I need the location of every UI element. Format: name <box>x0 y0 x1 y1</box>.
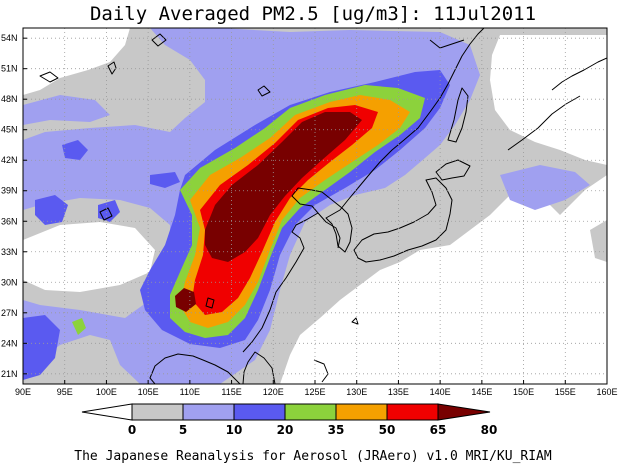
y-axis-ticks: 21N 24N 27N 30N 33N 36N 39N 42N 45N 48N 51N 54N <box>1 33 27 379</box>
colorbar-swatch <box>284 403 337 421</box>
x-tick-label: 115E <box>221 387 241 397</box>
contour-level-80 <box>175 112 362 312</box>
x-tick-label: 120E <box>263 387 284 397</box>
colorbar-swatch <box>182 403 235 421</box>
contour-level-65 <box>192 105 378 315</box>
y-tick-label: 51N <box>1 64 18 74</box>
x-tick-label: 140E <box>430 387 451 397</box>
x-tick-label: 155E <box>555 387 576 397</box>
pm25-contours <box>23 28 607 384</box>
colorbar-label: 10 <box>226 423 243 437</box>
x-tick-label: 105E <box>138 387 159 397</box>
x-tick-label: 95E <box>57 387 73 397</box>
y-tick-label: 24N <box>1 338 18 348</box>
x-tick-label: 130E <box>346 387 367 397</box>
x-tick-label: 150E <box>513 387 534 397</box>
graticule <box>23 28 607 384</box>
colorbar-swatch <box>233 403 286 421</box>
colorbar-label: 35 <box>328 423 345 437</box>
y-tick-label: 39N <box>1 186 18 196</box>
colorbar-label: 50 <box>379 423 396 437</box>
y-tick-label: 21N <box>1 369 18 379</box>
colorbar-label: 5 <box>179 423 187 437</box>
y-tick-label: 45N <box>1 125 18 135</box>
x-tick-label: 125E <box>304 387 325 397</box>
footer-credit: The Japanese Reanalysis for Aerosol (JRA… <box>74 449 552 464</box>
colorbar-swatch <box>386 403 439 421</box>
coastlines <box>39 28 607 384</box>
y-tick-label: 42N <box>1 155 18 165</box>
colorbar-label: 0 <box>128 423 136 437</box>
colorbar-swatch <box>335 403 388 421</box>
colorbar-label: 80 <box>481 423 498 437</box>
y-tick-label: 54N <box>1 33 18 43</box>
y-tick-label: 27N <box>1 308 18 318</box>
x-tick-label: 90E <box>15 387 31 397</box>
y-tick-label: 30N <box>1 277 18 287</box>
x-axis-ticks: 90E 95E 100E 105E 110E 115E 120E 125E 130E 135E 14… <box>15 380 618 397</box>
x-tick-label: 160E <box>596 387 617 397</box>
y-tick-label: 33N <box>1 247 18 257</box>
x-tick-label: 145E <box>471 387 492 397</box>
colorbar-min-arrow <box>81 403 133 421</box>
colorbar-max-arrow <box>437 403 491 421</box>
x-tick-label: 110E <box>180 387 200 397</box>
colorbar-label: 20 <box>277 423 294 437</box>
x-tick-label: 135E <box>388 387 409 397</box>
colorbar-label: 65 <box>430 423 447 437</box>
x-tick-label: 100E <box>96 387 117 397</box>
colorbar: 0 5 10 20 35 50 65 80 <box>81 403 498 437</box>
plot-area: 90E 95E 100E 105E 110E 115E 120E 125E 130E 135E 14… <box>1 27 618 397</box>
colorbar-swatch <box>131 403 184 421</box>
y-tick-label: 36N <box>1 216 18 226</box>
map-title: Daily Averaged PM2.5 [ug/m3]: 11Jul2011 <box>90 3 536 25</box>
y-tick-label: 48N <box>1 94 18 104</box>
